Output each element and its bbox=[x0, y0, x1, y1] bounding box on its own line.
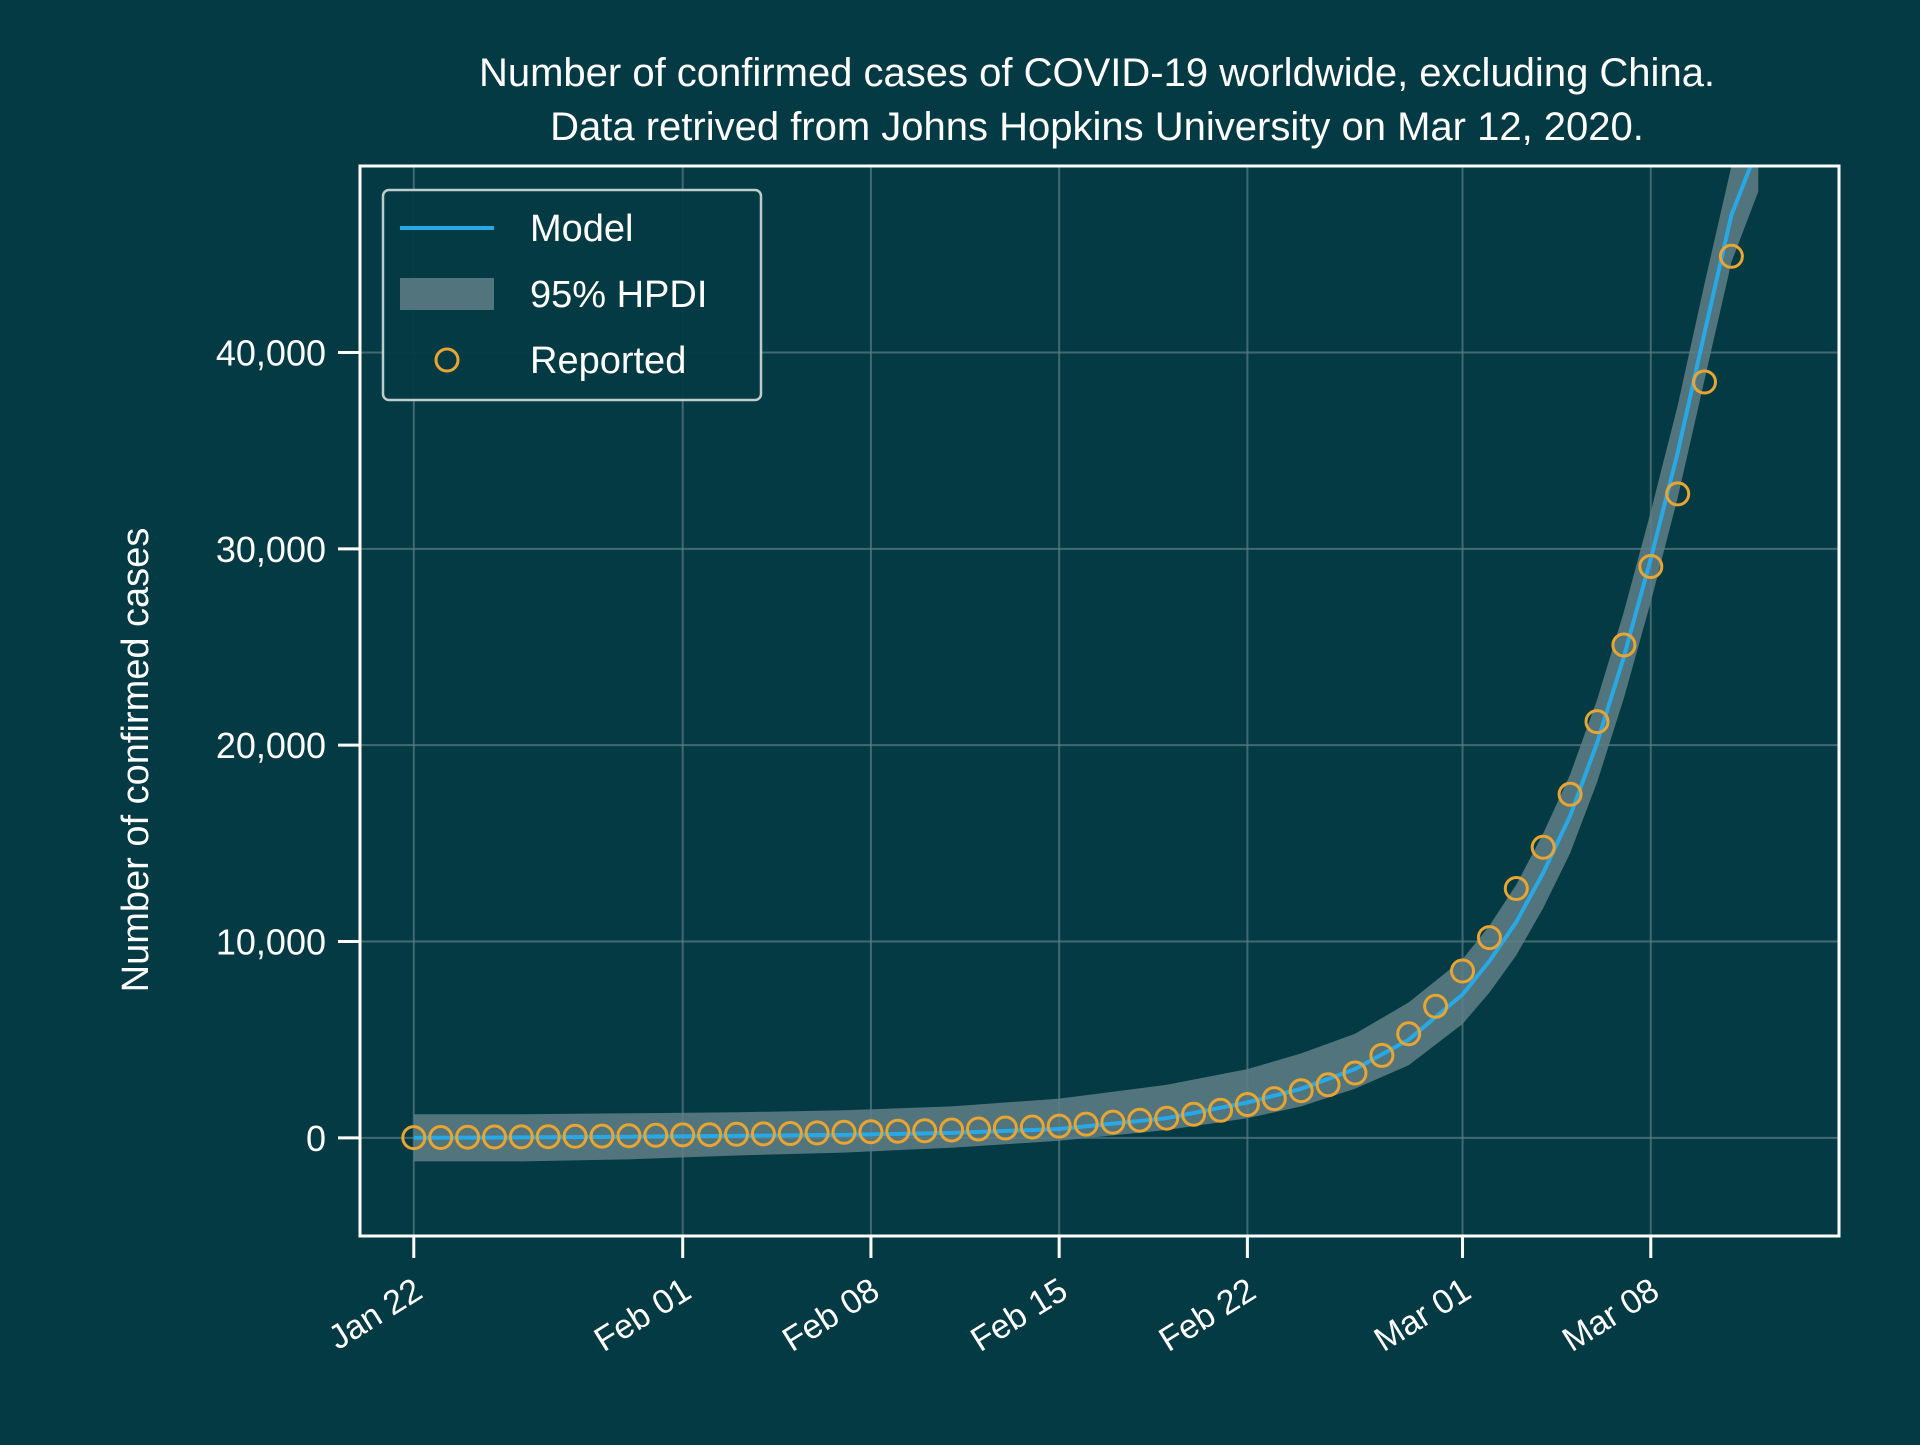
reported-point-47 bbox=[1665, 481, 1691, 507]
reported-point-8 bbox=[616, 1123, 642, 1149]
reported-point-30 bbox=[1208, 1097, 1233, 1123]
reported-point-7 bbox=[589, 1123, 615, 1149]
reported-point-25 bbox=[1073, 1111, 1099, 1137]
reported-point-49 bbox=[1718, 243, 1744, 269]
reported-point-0 bbox=[401, 1125, 427, 1151]
y-tick-label-4: 40,000 bbox=[216, 333, 326, 374]
reported-point-12 bbox=[724, 1121, 749, 1147]
reported-point-16 bbox=[831, 1119, 857, 1145]
reported-point-43 bbox=[1557, 781, 1583, 807]
chart-title: Number of confirmed cases of COVID-19 wo… bbox=[479, 51, 1715, 95]
reported-points-layer bbox=[401, 243, 1744, 1151]
legend-box bbox=[381, 188, 763, 402]
reported-point-11 bbox=[697, 1122, 723, 1148]
y-tick-label-3: 30,000 bbox=[216, 529, 326, 570]
reported-point-21 bbox=[966, 1116, 991, 1142]
reported-point-4 bbox=[508, 1124, 534, 1150]
reported-point-48 bbox=[1692, 369, 1717, 395]
reported-point-31 bbox=[1234, 1092, 1260, 1117]
reported-point-42 bbox=[1530, 834, 1556, 860]
reported-point-2 bbox=[455, 1124, 481, 1150]
y-axis: 0 10,000 20,000 30,000 40,000 bbox=[216, 333, 360, 1159]
reported-point-32 bbox=[1261, 1086, 1287, 1112]
y-tick-label-1: 10,000 bbox=[216, 922, 326, 963]
reported-point-44 bbox=[1584, 709, 1610, 735]
reported-point-41 bbox=[1503, 876, 1529, 901]
reported-point-13 bbox=[750, 1121, 776, 1147]
reported-point-40 bbox=[1476, 925, 1502, 951]
y-tick-label-0: 0 bbox=[306, 1118, 326, 1159]
legend-label-0: Model bbox=[530, 208, 634, 250]
chart-subtitle: Data retrived from Johns Hopkins Univers… bbox=[550, 105, 1644, 149]
reported-point-38 bbox=[1423, 993, 1449, 1019]
reported-point-36 bbox=[1369, 1042, 1395, 1068]
reported-point-28 bbox=[1154, 1105, 1180, 1131]
reported-point-37 bbox=[1396, 1021, 1422, 1047]
reported-point-46 bbox=[1638, 554, 1664, 579]
reported-point-15 bbox=[804, 1120, 830, 1146]
y-tick-label-2: 20,000 bbox=[216, 725, 326, 766]
legend-label-2: Reported bbox=[530, 340, 686, 382]
reported-point-19 bbox=[912, 1118, 938, 1144]
reported-point-20 bbox=[939, 1117, 965, 1143]
legend: Model 95% HPDI Reported bbox=[381, 188, 763, 402]
reported-point-29 bbox=[1181, 1101, 1207, 1127]
plot-frame bbox=[358, 164, 1841, 1238]
reported-point-9 bbox=[643, 1122, 669, 1148]
reported-point-26 bbox=[1100, 1109, 1126, 1135]
reported-point-45 bbox=[1611, 632, 1637, 658]
reported-point-3 bbox=[482, 1124, 507, 1150]
reported-point-23 bbox=[1019, 1114, 1045, 1140]
legend-swatch-hpdi bbox=[400, 278, 494, 310]
reported-point-24 bbox=[1046, 1113, 1072, 1139]
reported-point-1 bbox=[428, 1125, 454, 1150]
reported-point-6 bbox=[562, 1123, 588, 1149]
y-axis-label: Number of confirmed cases bbox=[115, 528, 157, 993]
legend-label-1: 95% HPDI bbox=[530, 274, 707, 316]
reported-point-10 bbox=[670, 1122, 696, 1148]
legend-swatch-reported bbox=[434, 347, 460, 373]
reported-point-17 bbox=[858, 1119, 884, 1145]
reported-point-39 bbox=[1450, 958, 1475, 984]
reported-point-14 bbox=[777, 1121, 803, 1146]
reported-point-22 bbox=[992, 1115, 1018, 1141]
reported-point-33 bbox=[1288, 1078, 1314, 1104]
reported-point-18 bbox=[885, 1118, 911, 1144]
reported-point-27 bbox=[1127, 1107, 1153, 1133]
reported-point-35 bbox=[1342, 1060, 1368, 1086]
reported-point-34 bbox=[1315, 1072, 1341, 1098]
reported-point-5 bbox=[535, 1124, 561, 1150]
